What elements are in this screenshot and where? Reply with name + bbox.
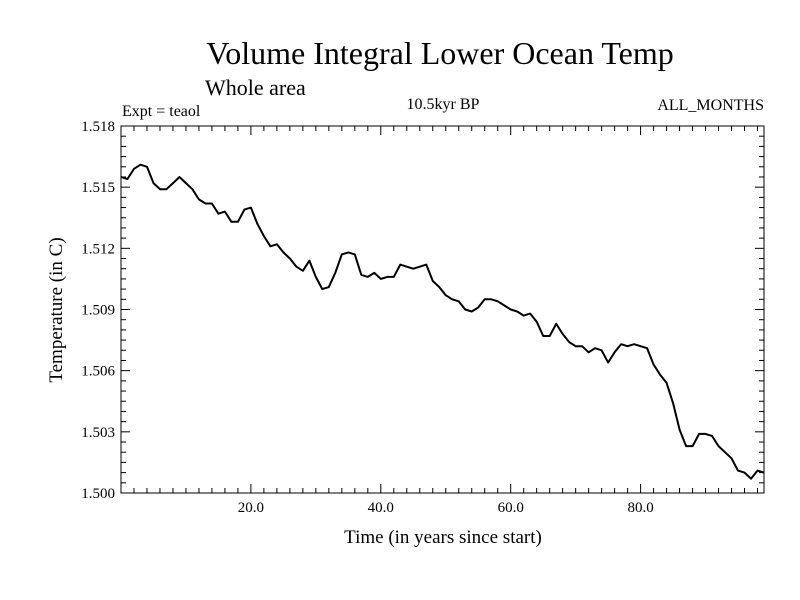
months-label: ALL_MONTHS [657, 97, 764, 114]
y-tick-label: 1.512 [81, 241, 115, 257]
chart-subtitle: Whole area [205, 75, 306, 100]
y-axis-ticks [121, 135, 764, 484]
period-label: 10.5kyr BP [407, 96, 480, 113]
x-tick-label: 40.0 [368, 500, 394, 516]
experiment-label: Expt = teaol [122, 103, 201, 120]
y-tick-label: 1.509 [81, 303, 115, 319]
x-tick-label: 60.0 [498, 500, 524, 516]
y-tick-label: 1.506 [81, 364, 115, 380]
y-tick-label: 1.515 [81, 180, 115, 196]
series-line-teaol [120, 163, 765, 480]
x-axis-label: Time (in years since start) [344, 527, 542, 548]
plot-frame [120, 125, 765, 494]
y-axis-label: Temperature (in C) [46, 237, 67, 382]
x-tick-label: 20.0 [238, 500, 264, 516]
y-tick-label: 1.518 [81, 119, 115, 135]
x-axis-tick-labels: 20.0 40.0 60.0 80.0 [238, 500, 654, 516]
y-tick-label: 1.500 [81, 486, 115, 502]
chart-title: Volume Integral Lower Ocean Temp [206, 35, 674, 71]
y-axis-tick-labels: 1.500 1.503 1.506 1.509 1.512 1.515 1.518 [81, 119, 115, 502]
x-tick-label: 80.0 [627, 500, 653, 516]
y-tick-label: 1.503 [81, 425, 115, 441]
x-axis-ticks [133, 126, 759, 493]
